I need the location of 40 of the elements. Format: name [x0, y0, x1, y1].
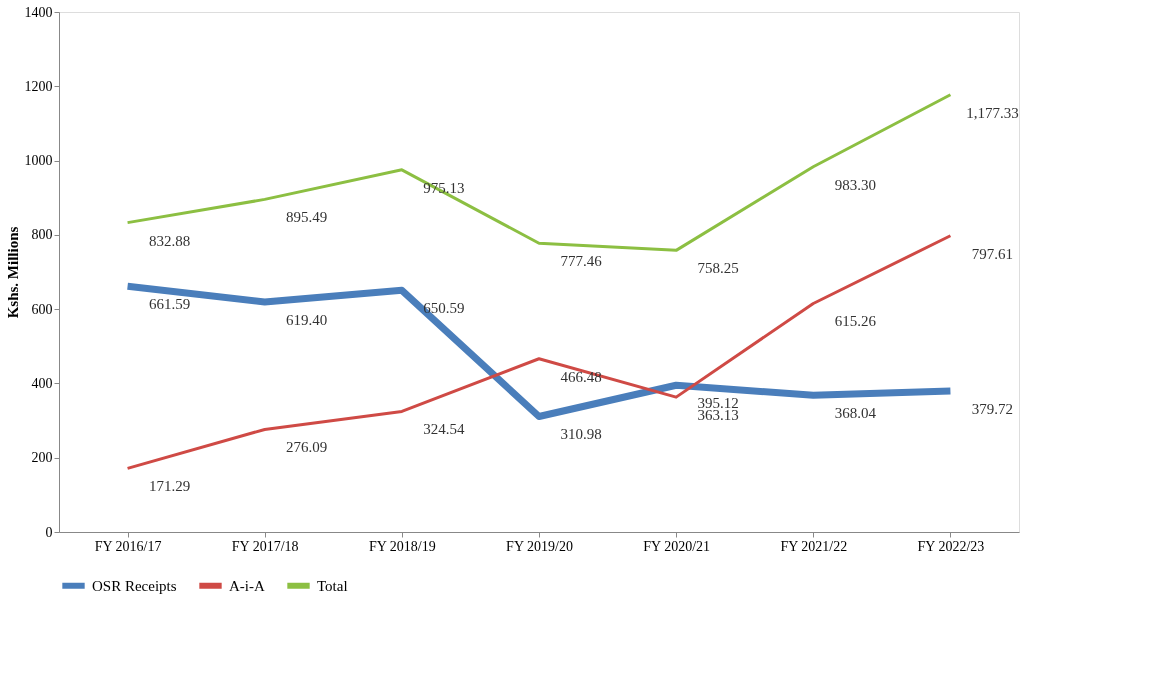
data-label: 171.29 — [148, 478, 191, 495]
legend-label: OSR Receipts — [92, 577, 177, 594]
x-tick-label: FY 2022/23 — [917, 538, 985, 554]
data-label: 797.61 — [971, 245, 1014, 262]
data-label: 363.13 — [697, 407, 739, 424]
data-label: 895.49 — [286, 209, 328, 226]
x-tick-label: FY 2017/18 — [231, 538, 299, 554]
y-tick-label: 1400 — [24, 4, 53, 20]
data-label: 983.30 — [834, 176, 876, 193]
data-label: 466.48 — [560, 368, 602, 385]
data-label: 777.46 — [560, 253, 603, 270]
data-label: 619.40 — [286, 311, 328, 328]
data-label: 379.72 — [971, 400, 1014, 417]
data-label: 324.54 — [423, 421, 465, 438]
data-label: 832.88 — [148, 232, 191, 249]
data-label: 615.26 — [834, 313, 877, 330]
x-tick-label: FY 2019/20 — [506, 538, 573, 554]
data-label: 650.59 — [423, 300, 465, 317]
data-label: 661.59 — [148, 296, 191, 313]
y-tick-label: 400 — [31, 375, 53, 391]
data-label: 1,177.33 — [966, 104, 1019, 121]
y-tick-label: 600 — [31, 301, 53, 317]
legend-label: Total — [317, 577, 348, 594]
y-tick-label: 0 — [45, 524, 53, 540]
y-tick-label: 800 — [31, 227, 53, 243]
data-label: 276.09 — [286, 439, 328, 456]
y-tick-label: 1000 — [24, 153, 53, 169]
data-label: 758.25 — [697, 260, 739, 277]
y-axis-title: Kshs. Millions — [4, 226, 21, 319]
x-tick-label: FY 2016/17 — [94, 538, 162, 554]
x-tick-label: FY 2020/21 — [643, 538, 711, 554]
x-tick-label: FY 2021/22 — [780, 538, 848, 554]
x-tick-label: FY 2018/19 — [368, 538, 436, 554]
data-label: 310.98 — [560, 426, 602, 443]
y-tick-label: 1200 — [24, 78, 53, 94]
line-series — [126, 93, 952, 252]
y-tick-label: 200 — [31, 450, 53, 466]
data-label: 368.04 — [834, 405, 877, 422]
legend-label: A-i-A — [229, 577, 265, 594]
line-series — [126, 234, 952, 470]
